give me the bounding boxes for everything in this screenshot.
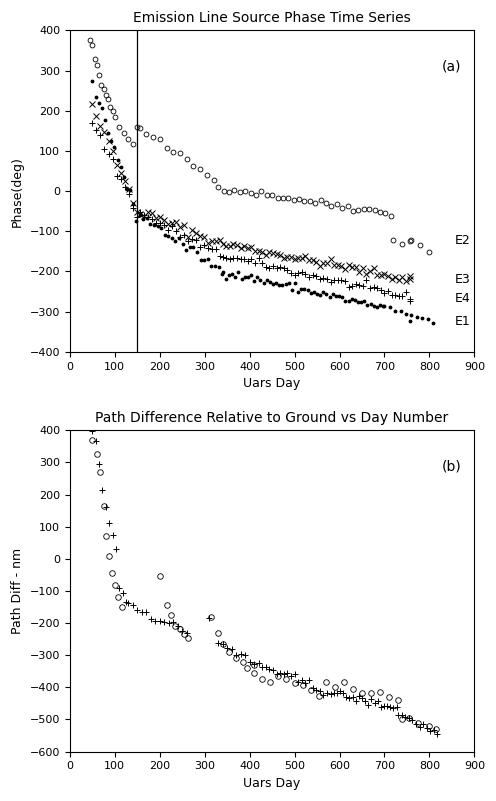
- Text: E1: E1: [454, 315, 470, 328]
- Title: Path Difference Relative to Ground vs Day Number: Path Difference Relative to Ground vs Da…: [96, 411, 449, 425]
- Text: E2: E2: [454, 235, 470, 248]
- Text: (b): (b): [442, 459, 462, 473]
- Text: E4: E4: [454, 292, 470, 305]
- X-axis label: Uars Day: Uars Day: [244, 777, 301, 790]
- Text: E3: E3: [454, 273, 470, 286]
- Y-axis label: Path Diff - nm: Path Diff - nm: [11, 548, 24, 634]
- X-axis label: Uars Day: Uars Day: [244, 377, 301, 390]
- Text: (a): (a): [442, 59, 461, 74]
- Title: Emission Line Source Phase Time Series: Emission Line Source Phase Time Series: [133, 11, 411, 25]
- Y-axis label: Phase(deg): Phase(deg): [11, 155, 24, 227]
